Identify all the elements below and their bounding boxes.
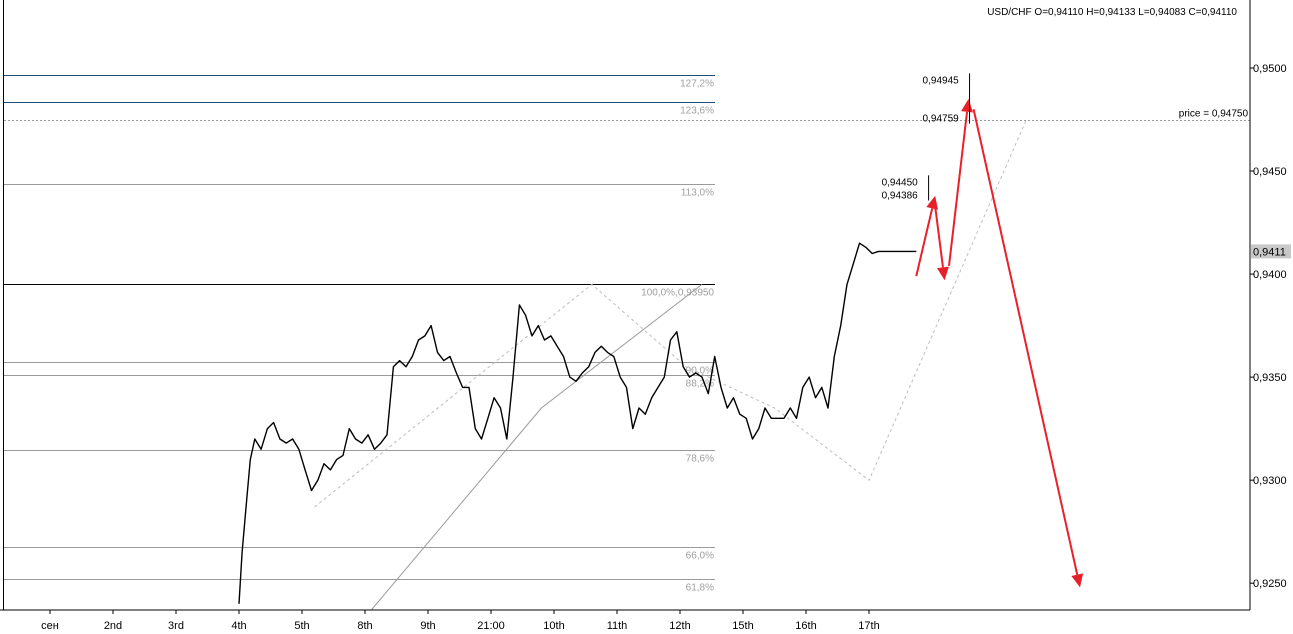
symbol-info: USD/CHF O=0,94110 H=0,94133 L=0,94083 C=… (987, 7, 1237, 18)
price-series[interactable] (238, 242, 917, 604)
forecast-arrow (915, 208, 934, 277)
zigzag-guides (314, 119, 1027, 611)
fib-level-label: 113,0% (681, 188, 714, 199)
fib-level-label: 66,0% (686, 551, 714, 562)
forecast-arrow (934, 205, 944, 268)
time-tick-label: 16th (795, 620, 816, 632)
current-price-badge (1251, 244, 1291, 259)
fib-level-label: 123,6% (680, 106, 714, 117)
time-tick-label: 2nd (104, 620, 122, 632)
price-annotations: 0,94945 0,94759 0,94450 0,94386 (882, 73, 971, 202)
fib-level-label: 127,2% (680, 79, 714, 90)
axes (0, 0, 1251, 611)
fib-level-label: 100,0%,0,93950 (641, 288, 714, 299)
price-tick-label: 0,9300 (1253, 475, 1287, 487)
price-line-label: price = 0,94750 (1179, 109, 1249, 120)
plot-background (0, 0, 1250, 610)
forecast-arrow (972, 109, 1079, 575)
price-line-series[interactable] (238, 242, 917, 604)
price-annotation: 0,94759 (923, 114, 960, 125)
zigzag-line (370, 284, 703, 611)
fib-level-label: 61,8% (686, 583, 714, 594)
time-tick-label: 17th (858, 620, 879, 632)
price-tick-label: 0,9500 (1253, 63, 1287, 75)
price-tick-label: 0,9350 (1253, 372, 1287, 384)
time-tick-label: 8th (357, 620, 372, 632)
fib-level-label: 90,0% (686, 366, 714, 377)
time-tick-label: 12th (669, 620, 690, 632)
time-axis-ticks: сен 2nd 3rd 4th 5th 8th 9th 21:00 10th 11th 12th 15… (41, 610, 880, 632)
time-tick-label: 10th (543, 620, 564, 632)
time-tick-label: 3rd (168, 620, 184, 632)
price-annotation: 0,94450 (882, 177, 919, 188)
time-tick-label: 5th (294, 620, 309, 632)
fib-level-label: 88,2% (686, 379, 714, 390)
current-price-label: 0,9411 (1253, 246, 1286, 258)
forecast-arrow (948, 111, 969, 266)
price-tick-label: 0,9450 (1253, 166, 1287, 178)
time-tick-label: 9th (420, 620, 435, 632)
forecast-arrow-head (937, 266, 949, 281)
time-tick-label: сен (41, 620, 59, 632)
price-tick-label: 0,9250 (1253, 578, 1287, 590)
price-tick-label: 0,9400 (1253, 269, 1287, 281)
zigzag-line (314, 119, 1027, 508)
fib-level-label: 78,6% (686, 454, 714, 465)
time-tick-label: 11th (607, 620, 628, 632)
time-tick-label: 4th (231, 620, 246, 632)
price-annotation: 0,94386 (882, 191, 919, 202)
forecast-arrow-head (1071, 573, 1084, 588)
fibonacci-levels: 127,2% 123,6% 113,0% 100,0%,0,93950 90,0% 88,… (4, 75, 1250, 594)
time-tick-label: 15th (732, 620, 753, 632)
price-annotation: 0,94945 (923, 75, 960, 86)
price-axis-ticks: 0,9500 0,9450 0,9400 0,9350 0,9300 0,9250 0,94… (1250, 63, 1291, 590)
time-tick-label: 21:00 (477, 620, 505, 632)
